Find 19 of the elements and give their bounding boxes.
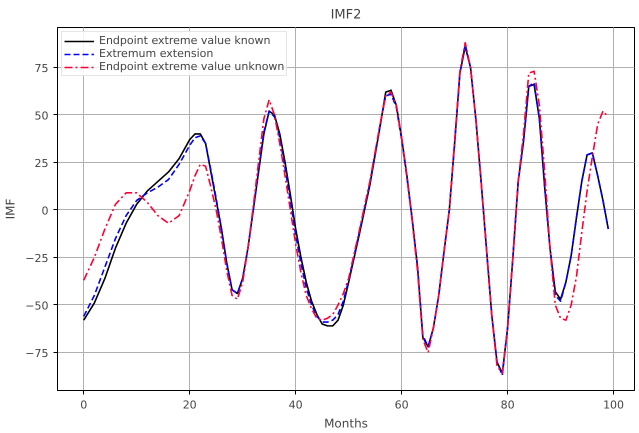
- y-tick-label: 0: [42, 204, 48, 218]
- y-tick-label: 50: [34, 109, 49, 122]
- y-tick-label: 25: [34, 156, 49, 170]
- x-tick-label: 60: [394, 398, 409, 412]
- y-tick-label: −25: [25, 252, 49, 265]
- x-tick-label: 20: [182, 398, 197, 412]
- y-tick-label: −50: [25, 299, 49, 312]
- y-tick-label: −75: [25, 346, 49, 360]
- y-tick-label: 75: [34, 62, 49, 75]
- x-tick-label: 40: [288, 398, 303, 412]
- legend-label: Extremum extension: [99, 47, 214, 60]
- x-axis-title: Months: [324, 416, 368, 430]
- y-axis-title: IMF: [3, 198, 18, 220]
- legend-label: Endpoint extreme value known: [99, 34, 270, 47]
- x-tick-label: 100: [603, 398, 624, 412]
- x-tick-label: 80: [500, 398, 515, 412]
- legend-label: Endpoint extreme value unknown: [99, 60, 284, 73]
- chart-title: IMF2: [330, 8, 362, 22]
- x-tick-label: 0: [80, 398, 88, 412]
